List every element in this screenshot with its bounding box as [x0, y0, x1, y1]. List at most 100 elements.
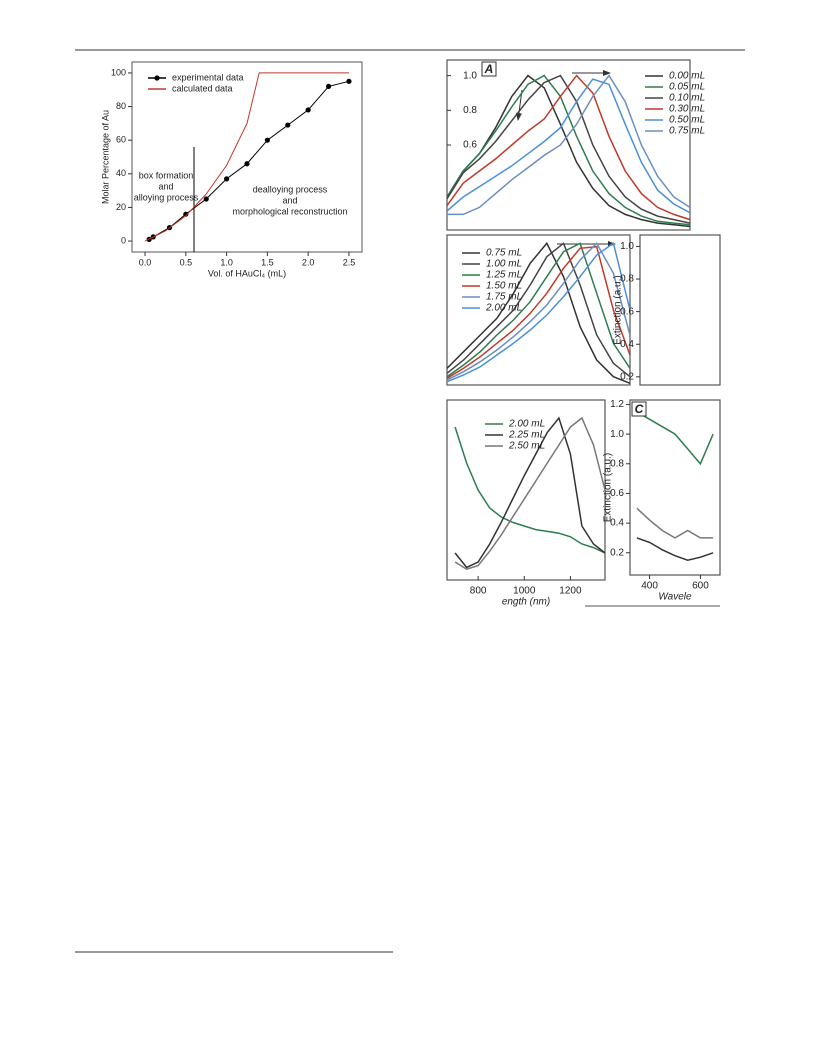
series-line — [447, 245, 630, 379]
y-tick-label: 80 — [116, 101, 126, 111]
y-tick-label: 0.8 — [463, 105, 477, 116]
y-tick-label: 1.2 — [610, 399, 624, 410]
y-tick-label: 0.6 — [463, 140, 477, 151]
series-line — [447, 74, 690, 216]
panel-label: A — [484, 62, 494, 76]
panel-label: C — [635, 402, 644, 416]
legend-label: 1.75 mL — [486, 292, 522, 303]
series-line — [454, 416, 605, 571]
series-line — [447, 74, 690, 221]
series-line — [454, 416, 605, 569]
data-point — [264, 137, 270, 143]
x-tick-label: 0.0 — [139, 257, 152, 267]
legend-label: 0.05 mL — [669, 82, 705, 93]
data-point — [183, 211, 189, 217]
x-tick-label: 1000 — [513, 586, 536, 597]
y-axis-label: Extinction (a.u.) — [603, 453, 614, 522]
y-tick-label: 1.0 — [620, 241, 634, 252]
series-line — [636, 507, 714, 539]
series-line — [447, 241, 630, 384]
plot-frame — [131, 61, 363, 253]
data-point — [203, 196, 209, 202]
y-tick-label: 0.6 — [610, 488, 624, 499]
series-line — [636, 411, 714, 466]
legend-label: 2.50 mL — [508, 441, 545, 452]
legend-label: 2.00 mL — [508, 419, 545, 430]
series-line — [447, 242, 630, 378]
legend-marker — [154, 75, 160, 81]
y-tick-label: 0.4 — [620, 339, 634, 350]
series-line — [454, 426, 605, 554]
legend-label: 1.50 mL — [486, 281, 522, 292]
y-tick-label: 0.6 — [620, 306, 634, 317]
x-tick-label: 2.5 — [343, 257, 356, 267]
series-line — [447, 242, 630, 383]
series-line — [148, 80, 350, 240]
legend-label: 0.75 mL — [486, 248, 522, 259]
y-tick-label: 0 — [121, 235, 126, 245]
legend-label: 1.25 mL — [486, 270, 522, 281]
plot-frame — [629, 399, 721, 576]
x-tick-label: 400 — [641, 581, 658, 592]
data-point — [224, 176, 230, 182]
data-point — [346, 78, 352, 84]
legend-label: 0.50 mL — [669, 115, 705, 126]
series-line — [636, 537, 714, 561]
panel: 0 20 40 60 80 100 0.0 0.5 1.0 1.5 2.0 2.5 experiment… — [100, 61, 363, 278]
y-tick-label: 1.0 — [463, 70, 477, 81]
legend-label: 2.25 mL — [508, 430, 545, 441]
legend-label: 0.30 mL — [669, 104, 705, 115]
annotation: and — [282, 195, 297, 205]
series-line — [447, 74, 690, 228]
legend-label: 0.00 mL — [669, 71, 705, 82]
panel: 800 1000 1200 2.00 mL2.25 mL2.50 mL ength (n… — [446, 399, 606, 608]
y-tick-label: 0.2 — [620, 371, 634, 382]
x-tick-label: 1200 — [559, 586, 582, 597]
y-tick-label: 60 — [116, 135, 126, 145]
annotation: and — [158, 181, 173, 191]
annotation: box formation — [139, 170, 194, 180]
y-tick-label: 0.4 — [610, 518, 624, 529]
y-tick-label: 0.2 — [610, 547, 624, 558]
x-tick-label: 0.5 — [180, 257, 193, 267]
series-line — [447, 242, 630, 378]
y-axis-label: Molar Percentage of Au — [100, 110, 110, 204]
y-axis-label: Extinction (a.u.) — [613, 275, 624, 344]
legend-label: 2.00 mL — [485, 303, 522, 314]
panel: 0.2 0.4 0.6 0.8 1.0 Extinction (a.u.) — [613, 234, 721, 386]
legend-label: calculated data — [172, 83, 233, 93]
series-line — [144, 72, 349, 242]
data-point — [244, 161, 250, 167]
legend-label: 1.00 mL — [486, 259, 522, 270]
data-point — [285, 122, 291, 128]
panel: 0.6 0.8 1.0 0.00 mL0.05 mL0.10 mL0.30 mL0.5… — [446, 59, 705, 231]
panel-label-box — [631, 401, 647, 417]
x-tick-label: 1.0 — [220, 257, 233, 267]
y-tick-label: 0.8 — [610, 458, 624, 469]
x-tick-label: 2.0 — [302, 257, 315, 267]
x-axis-label: Wavele — [658, 592, 692, 603]
panel: 0.75 mL1.00 mL1.25 mL1.50 mL1.75 mL2.00 … — [446, 234, 631, 386]
x-tick-label: 1.5 — [261, 257, 274, 267]
y-tick-label: 20 — [116, 202, 126, 212]
y-tick-label: 0.8 — [620, 274, 634, 285]
series-line — [447, 74, 690, 224]
legend-label: 0.75 mL — [669, 126, 705, 137]
x-tick-label: 800 — [470, 586, 487, 597]
x-axis-label: ength (nm) — [502, 597, 550, 608]
data-point — [325, 83, 332, 89]
series-line — [447, 242, 630, 381]
legend-label: 0.10 mL — [669, 93, 705, 104]
y-tick-label: 1.0 — [610, 429, 624, 440]
decrease-arrow — [515, 89, 523, 121]
x-tick-label: 600 — [692, 581, 709, 592]
x-axis-label: Vol. of HAuCl₄ (mL) — [208, 268, 286, 278]
legend-label: experimental data — [172, 72, 244, 82]
series-line — [447, 74, 690, 226]
y-tick-label: 40 — [116, 168, 126, 178]
series-line — [447, 78, 690, 214]
data-point — [305, 107, 311, 113]
